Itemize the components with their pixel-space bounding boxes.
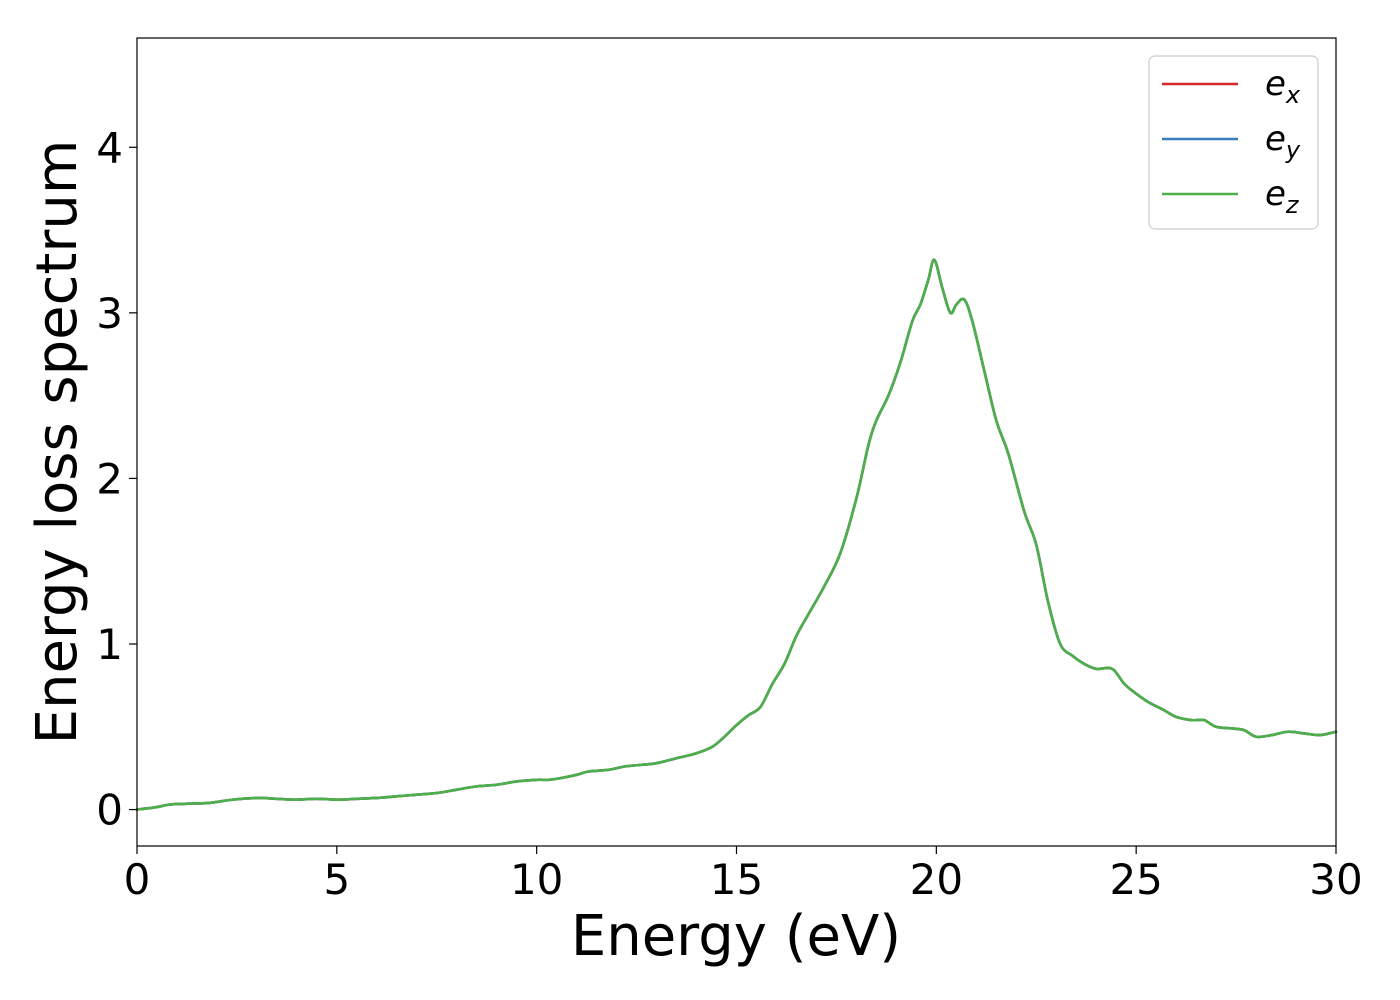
y-tick-label: 2 [96, 454, 123, 503]
y-tick-label: 4 [96, 123, 123, 172]
x-tick-label: 20 [910, 855, 963, 904]
series-layer [135, 258, 1338, 811]
series-line-z [135, 258, 1338, 811]
y-axis-ticks: 0 1 2 3 4 [96, 123, 137, 835]
legend-label-z: ez [1265, 174, 1300, 219]
x-tick-label: 10 [510, 855, 563, 904]
x-axis-label: Energy (eV) [571, 904, 901, 969]
legend-label-y: ey [1265, 119, 1301, 164]
y-tick-label: 0 [96, 786, 123, 835]
x-tick-label: 30 [1309, 855, 1362, 904]
x-axis-ticks: 0 5 10 15 20 25 30 [124, 846, 1363, 904]
legend: ex ey ez [1148, 55, 1319, 230]
x-tick-label: 25 [1109, 855, 1162, 904]
legend-label-x: ex [1265, 64, 1301, 109]
legend-box [1148, 55, 1319, 230]
x-tick-label: 5 [323, 855, 350, 904]
y-tick-label: 3 [96, 289, 123, 338]
y-axis-label: Energy loss spectrum [25, 140, 90, 745]
x-tick-label: 15 [710, 855, 763, 904]
x-tick-label: 0 [124, 855, 151, 904]
y-tick-label: 1 [96, 620, 123, 669]
plot-area [137, 38, 1336, 846]
